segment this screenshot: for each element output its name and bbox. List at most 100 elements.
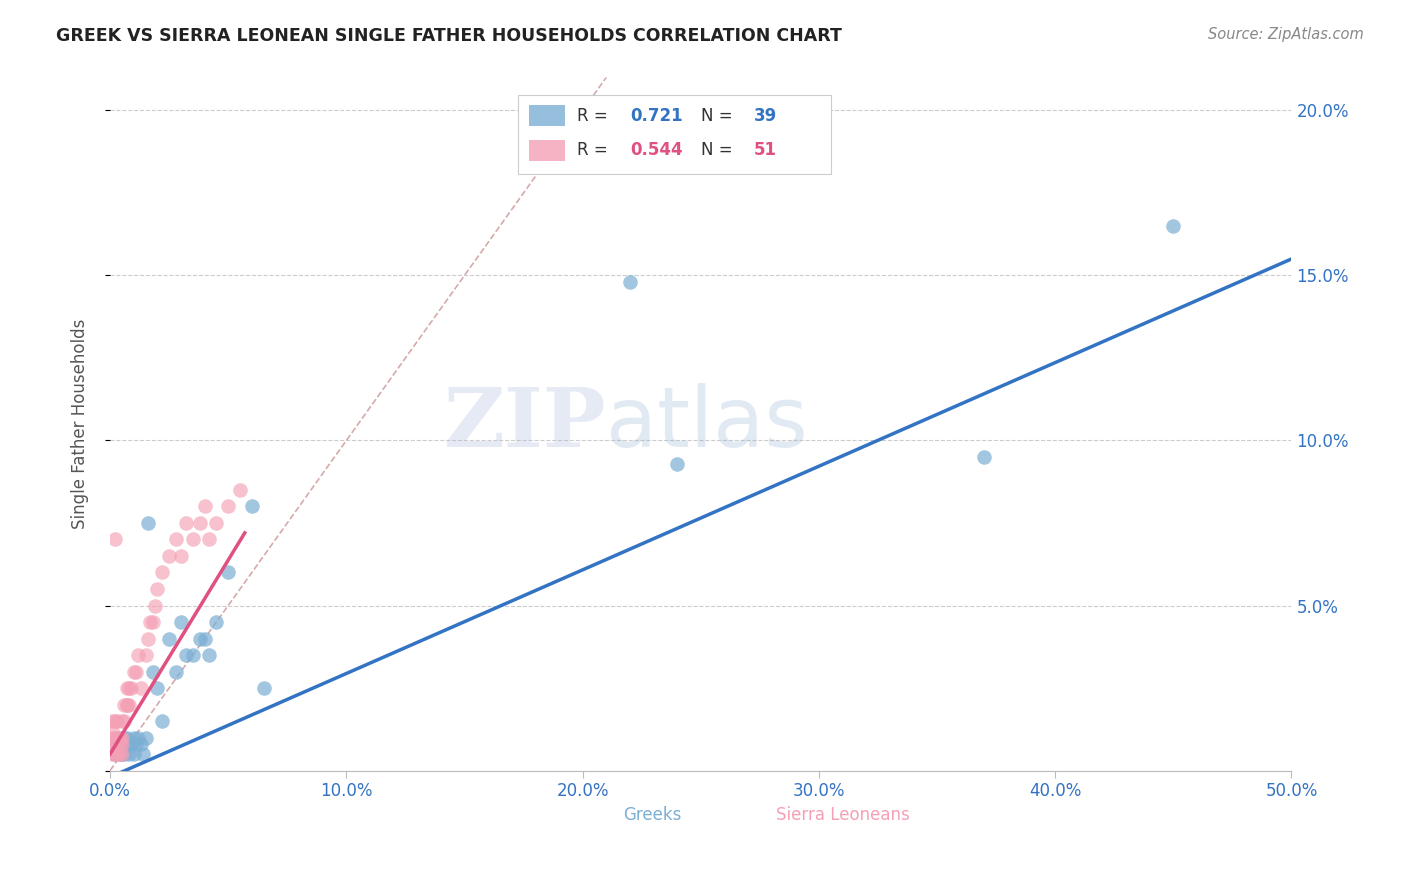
Point [105,714,128,728]
Text: ZIP: ZIP [444,384,606,464]
Point [108,747,131,761]
Text: Greeks: Greeks [623,805,681,824]
Point [127,731,149,745]
Point [104,747,127,761]
Point [129,681,152,695]
Point [104,737,127,751]
Text: GREEK VS SIERRA LEONEAN SINGLE FATHER HOUSEHOLDS CORRELATION CHART: GREEK VS SIERRA LEONEAN SINGLE FATHER HO… [56,27,842,45]
Point [115,681,138,695]
Point [111,737,134,751]
Point [105,731,128,745]
Point [111,737,134,751]
Text: N =: N = [700,106,738,125]
Point [112,747,135,761]
Point [112,714,135,728]
Point [112,731,135,745]
Point [181,648,204,662]
Point [115,737,138,751]
Text: 39: 39 [754,106,778,125]
Point [115,698,138,712]
Point [174,648,197,662]
FancyBboxPatch shape [582,807,609,822]
Point [122,665,145,679]
Point [111,731,134,745]
Point [188,632,211,646]
Point [105,747,128,761]
Point [181,533,204,547]
Point [150,714,173,728]
Point [134,648,156,662]
Point [101,747,124,761]
Point [105,737,128,751]
Point [132,747,155,761]
Point [115,731,138,745]
Point [150,566,173,580]
Point [170,615,193,629]
Point [127,648,149,662]
Point [198,533,221,547]
Point [101,723,124,738]
Text: Sierra Leoneans: Sierra Leoneans [776,805,910,824]
Point [194,500,217,514]
Point [198,648,221,662]
Point [125,737,148,751]
Point [120,681,142,695]
Y-axis label: Single Father Households: Single Father Households [72,318,89,529]
Point [143,599,166,613]
Point [104,747,127,761]
Point [108,731,131,745]
Point [129,737,152,751]
Point [240,500,263,514]
Point [118,681,141,695]
Point [194,632,217,646]
Point [188,516,211,530]
Point [120,737,142,751]
Point [118,698,141,712]
Point [142,615,165,629]
Point [217,566,239,580]
Point [666,457,689,471]
Text: 0.544: 0.544 [630,141,682,159]
Point [973,450,995,464]
Point [111,747,134,761]
Text: atlas: atlas [606,384,808,465]
Point [165,665,187,679]
Point [101,737,124,751]
Text: 0.721: 0.721 [630,106,682,125]
Point [157,549,180,563]
Point [157,632,180,646]
Text: Source: ZipAtlas.com: Source: ZipAtlas.com [1208,27,1364,42]
Point [146,681,169,695]
Point [108,731,131,745]
Text: 51: 51 [754,141,778,159]
Point [205,516,228,530]
FancyBboxPatch shape [530,140,565,161]
Point [118,747,141,761]
Point [136,632,159,646]
Point [111,747,134,761]
Point [108,747,131,761]
Text: R =: R = [576,106,613,125]
Point [139,615,162,629]
Text: R =: R = [576,141,613,159]
Point [165,533,187,547]
Point [1163,219,1185,233]
Point [170,549,193,563]
Point [104,714,127,728]
Point [619,275,641,289]
Point [174,516,197,530]
Point [115,698,138,712]
Point [229,483,252,497]
Point [217,500,239,514]
Point [105,737,128,751]
FancyBboxPatch shape [517,95,831,175]
Point [104,533,127,547]
Point [146,582,169,596]
Point [205,615,228,629]
Point [111,714,134,728]
Point [112,698,135,712]
Text: N =: N = [700,141,738,159]
Point [136,516,159,530]
Point [104,731,127,745]
Point [122,731,145,745]
